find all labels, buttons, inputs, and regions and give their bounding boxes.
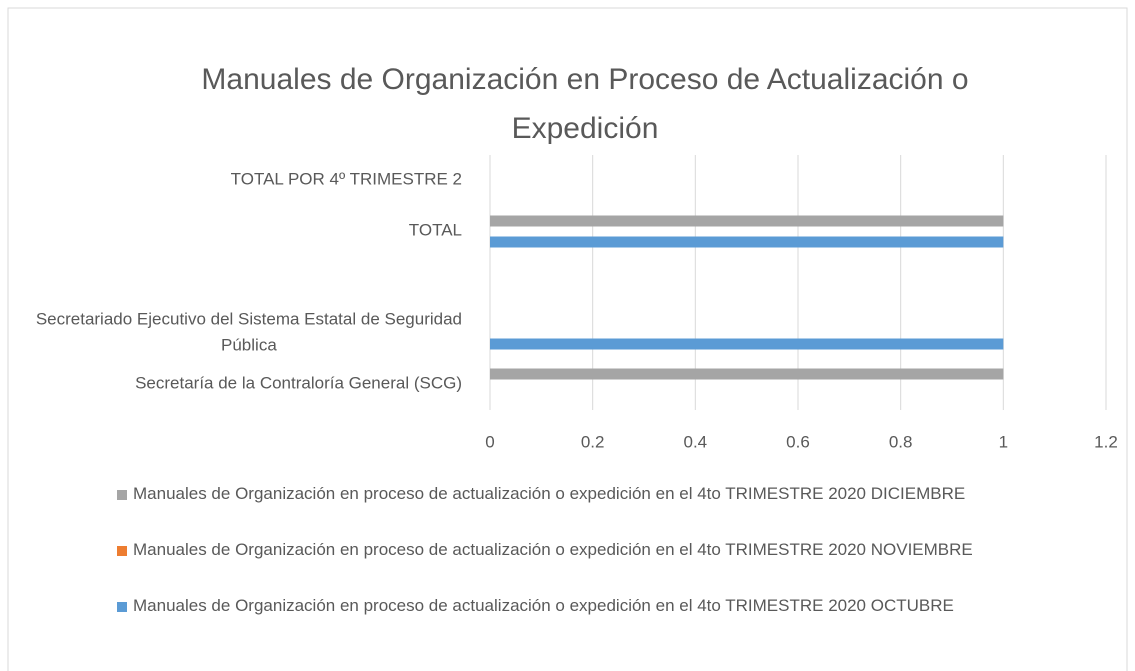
y-tick-label: Secretaría de la Contraloría General (SC… — [135, 374, 462, 393]
bar — [490, 338, 1004, 350]
chart-title: Manuales de Organización en Proceso de A… — [201, 63, 968, 145]
x-tick-label: 0 — [485, 432, 494, 451]
x-tick-label: 0.8 — [889, 432, 913, 451]
x-tick-label: 1.2 — [1094, 432, 1118, 451]
legend-label: Manuales de Organización en proceso de a… — [133, 540, 973, 559]
y-tick-label: TOTAL POR 4º TRIMESTRE 2 — [231, 170, 462, 189]
x-tick-label: 0.4 — [684, 432, 708, 451]
legend-swatch — [117, 602, 127, 612]
bar — [490, 236, 1004, 248]
legend-label: Manuales de Organización en proceso de a… — [133, 596, 954, 615]
bar — [490, 215, 1004, 227]
x-tick-label: 0.6 — [786, 432, 810, 451]
x-tick-label: 1 — [999, 432, 1008, 451]
legend-swatch — [117, 546, 127, 556]
legend-swatch — [117, 490, 127, 500]
bar — [490, 368, 1004, 380]
y-tick-label: Secretariado Ejecutivo del Sistema Estat… — [36, 310, 462, 355]
y-tick-label: TOTAL — [409, 221, 462, 240]
x-tick-label: 0.2 — [581, 432, 605, 451]
legend-label: Manuales de Organización en proceso de a… — [133, 484, 965, 503]
